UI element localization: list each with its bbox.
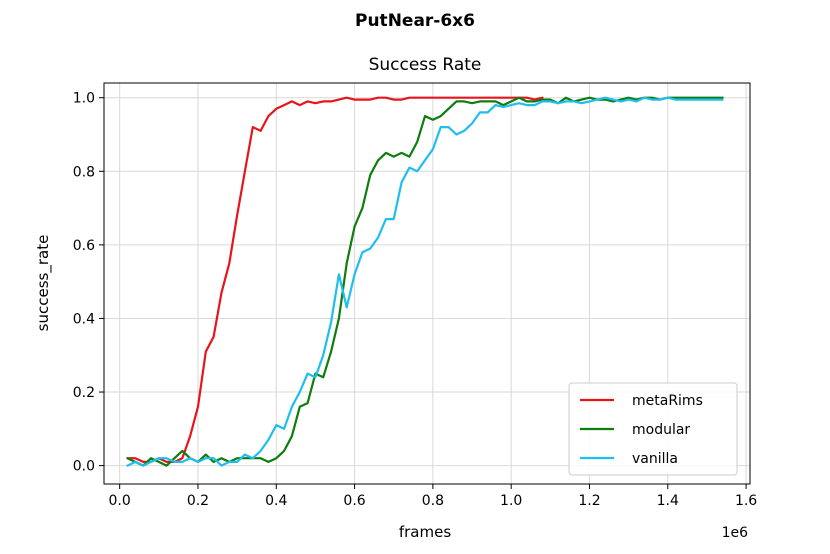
x-axis-offset-label: 1e6 — [722, 525, 749, 541]
y-tick-label-3: 0.6 — [73, 238, 95, 254]
x-tick-label-7: 1.4 — [657, 493, 679, 509]
figure-suptitle: PutNear-6x6 — [355, 11, 475, 31]
legend-box — [568, 382, 738, 476]
x-axis-label: frames — [399, 523, 451, 541]
x-tick-label-2: 0.4 — [265, 493, 287, 509]
x-tick-label-5: 1.0 — [500, 493, 522, 509]
chart-title: Success Rate — [369, 55, 482, 75]
series-line-metaRims — [126, 96, 544, 463]
y-tick-label-1: 0.2 — [73, 385, 95, 401]
y-tick-label-4: 0.8 — [73, 164, 95, 180]
legend-label-modular: modular — [632, 422, 690, 438]
y-tick-label-5: 1.0 — [73, 91, 95, 107]
series-line-modular — [126, 96, 724, 467]
y-tick-label-0: 0.0 — [73, 459, 95, 475]
y-tick-label-2: 0.4 — [73, 311, 95, 327]
plot-frame — [103, 82, 751, 485]
series-line-vanilla — [126, 96, 724, 467]
legend-label-vanilla: vanilla — [632, 451, 678, 467]
x-tick-label-6: 1.2 — [578, 493, 600, 509]
x-tick-label-8: 1.6 — [735, 493, 757, 509]
y-axis-label: success_rate — [34, 235, 53, 332]
x-tick-label-4: 0.8 — [422, 493, 444, 509]
x-tick-label-1: 0.2 — [187, 493, 209, 509]
legend-label-metaRims: metaRims — [632, 393, 703, 409]
x-tick-label-0: 0.0 — [109, 493, 131, 509]
axes: 0.0 0.2 0.4 0.6 0.8 1.0 1.2 1.4 1.6 0.0 0.2 0.4 0.6 0… — [73, 82, 757, 509]
legend: metaRims modular vanilla — [568, 382, 738, 476]
x-tick-label-3: 0.6 — [343, 493, 365, 509]
series-lines — [126, 96, 724, 467]
